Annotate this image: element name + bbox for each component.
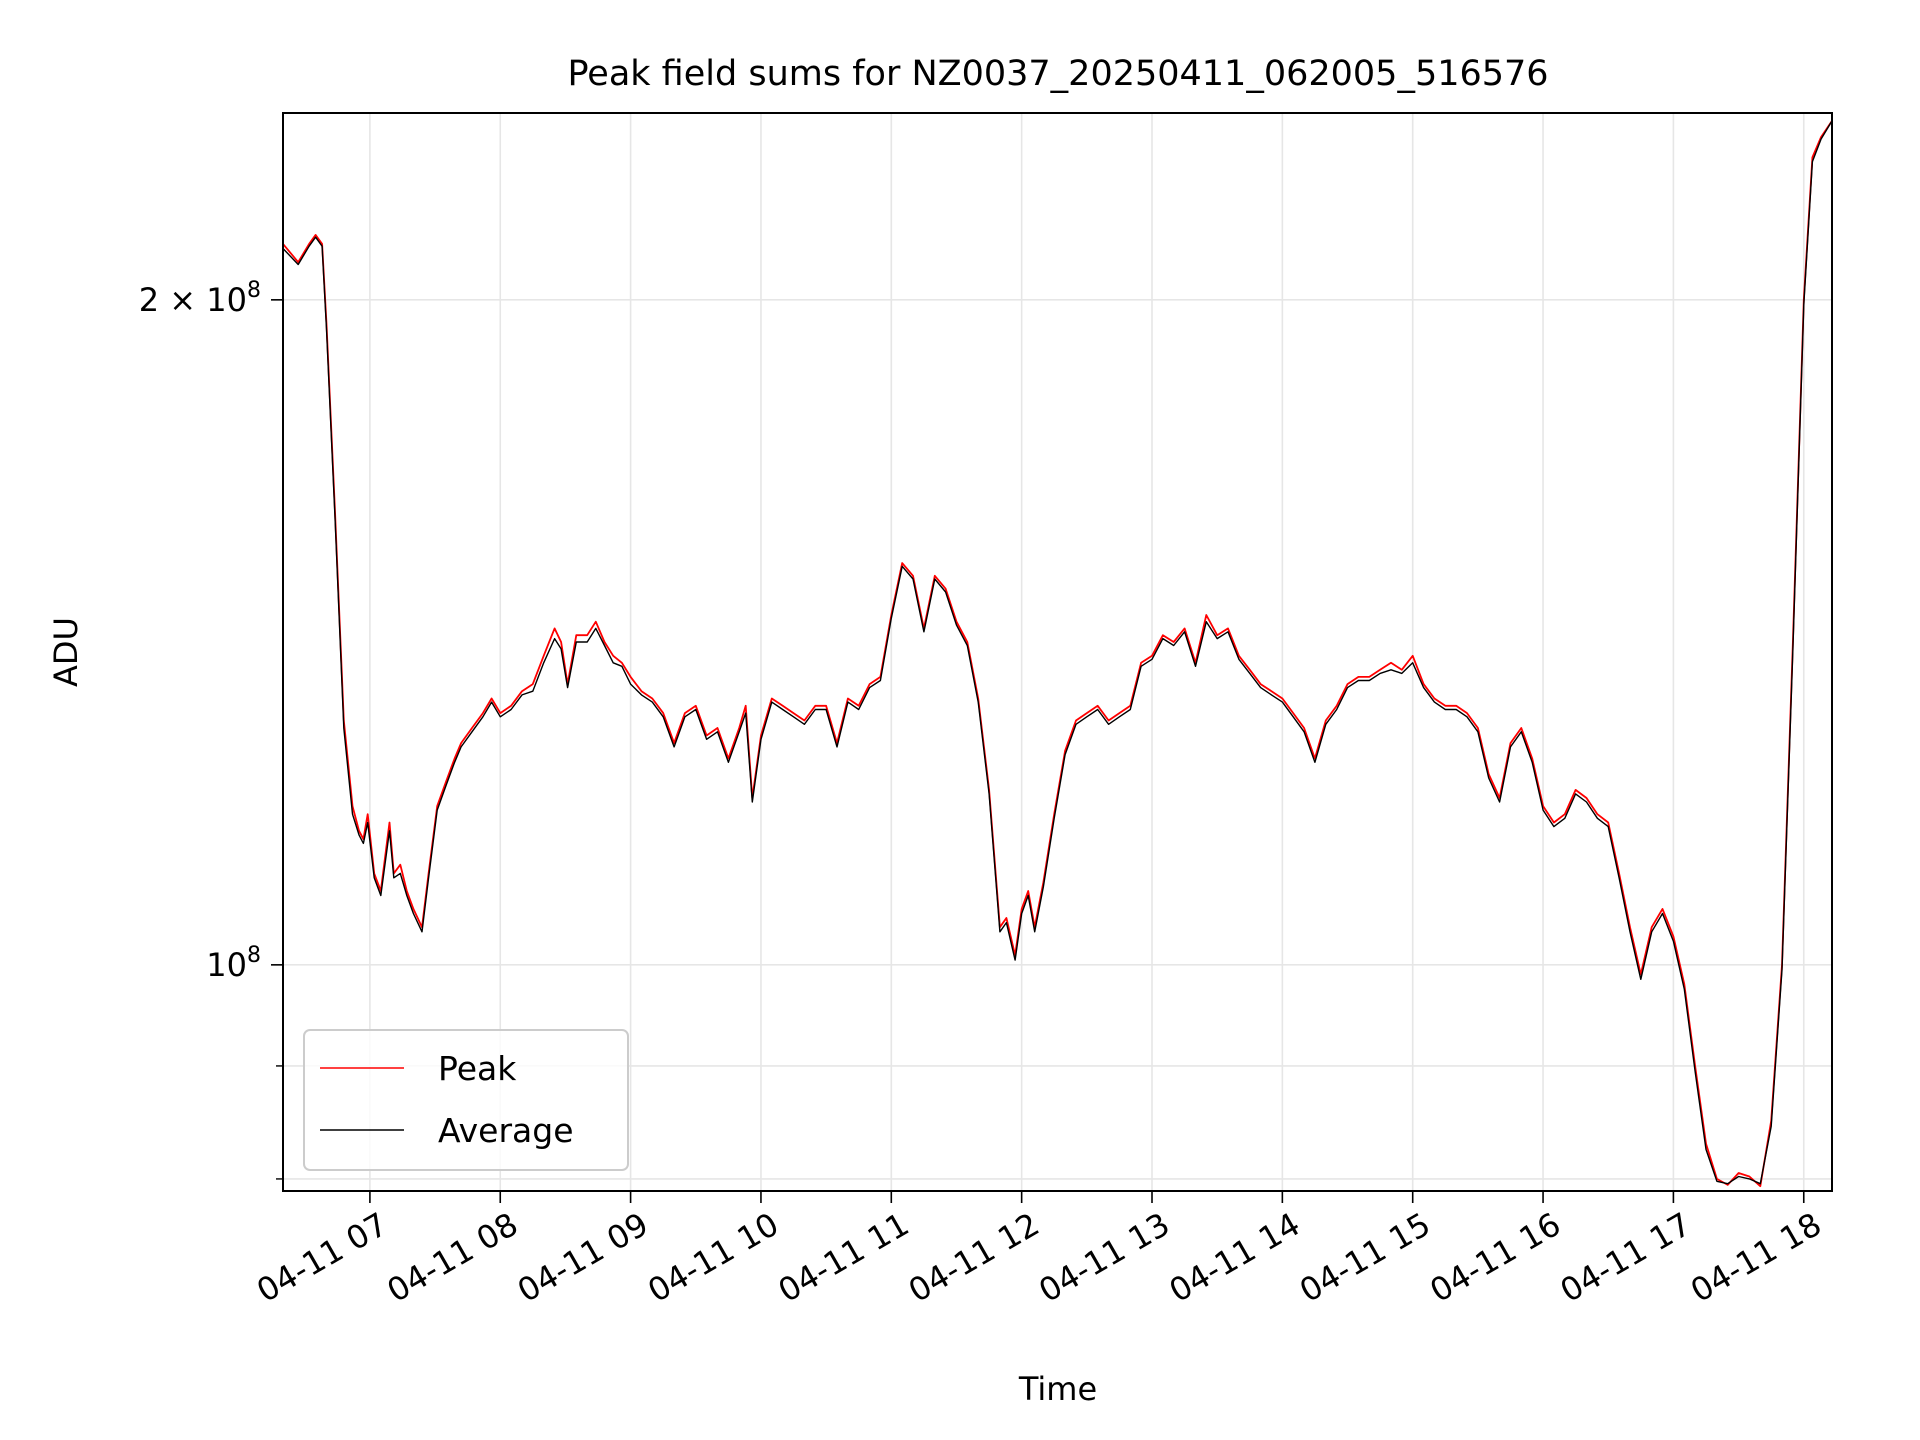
series-layer bbox=[282, 120, 1833, 1188]
legend: Peak Average bbox=[303, 1029, 629, 1171]
y-axis: 108 2 × 108 bbox=[139, 278, 283, 1180]
plot-frame bbox=[282, 112, 1833, 1192]
x-axis-label: Time bbox=[1018, 1370, 1097, 1408]
legend-label-average: Average bbox=[438, 1111, 574, 1150]
y-tick-label: 2 × 108 bbox=[139, 278, 261, 319]
series-line-peak bbox=[282, 120, 1833, 1188]
legend-box bbox=[303, 1029, 629, 1171]
chart-title: Peak field sums for NZ0037_20250411_0620… bbox=[567, 54, 1548, 94]
legend-label-peak: Peak bbox=[438, 1049, 517, 1088]
y-axis-label: ADU bbox=[47, 617, 85, 687]
series-line-average bbox=[282, 120, 1833, 1185]
y-tick-label: 108 bbox=[206, 943, 261, 984]
